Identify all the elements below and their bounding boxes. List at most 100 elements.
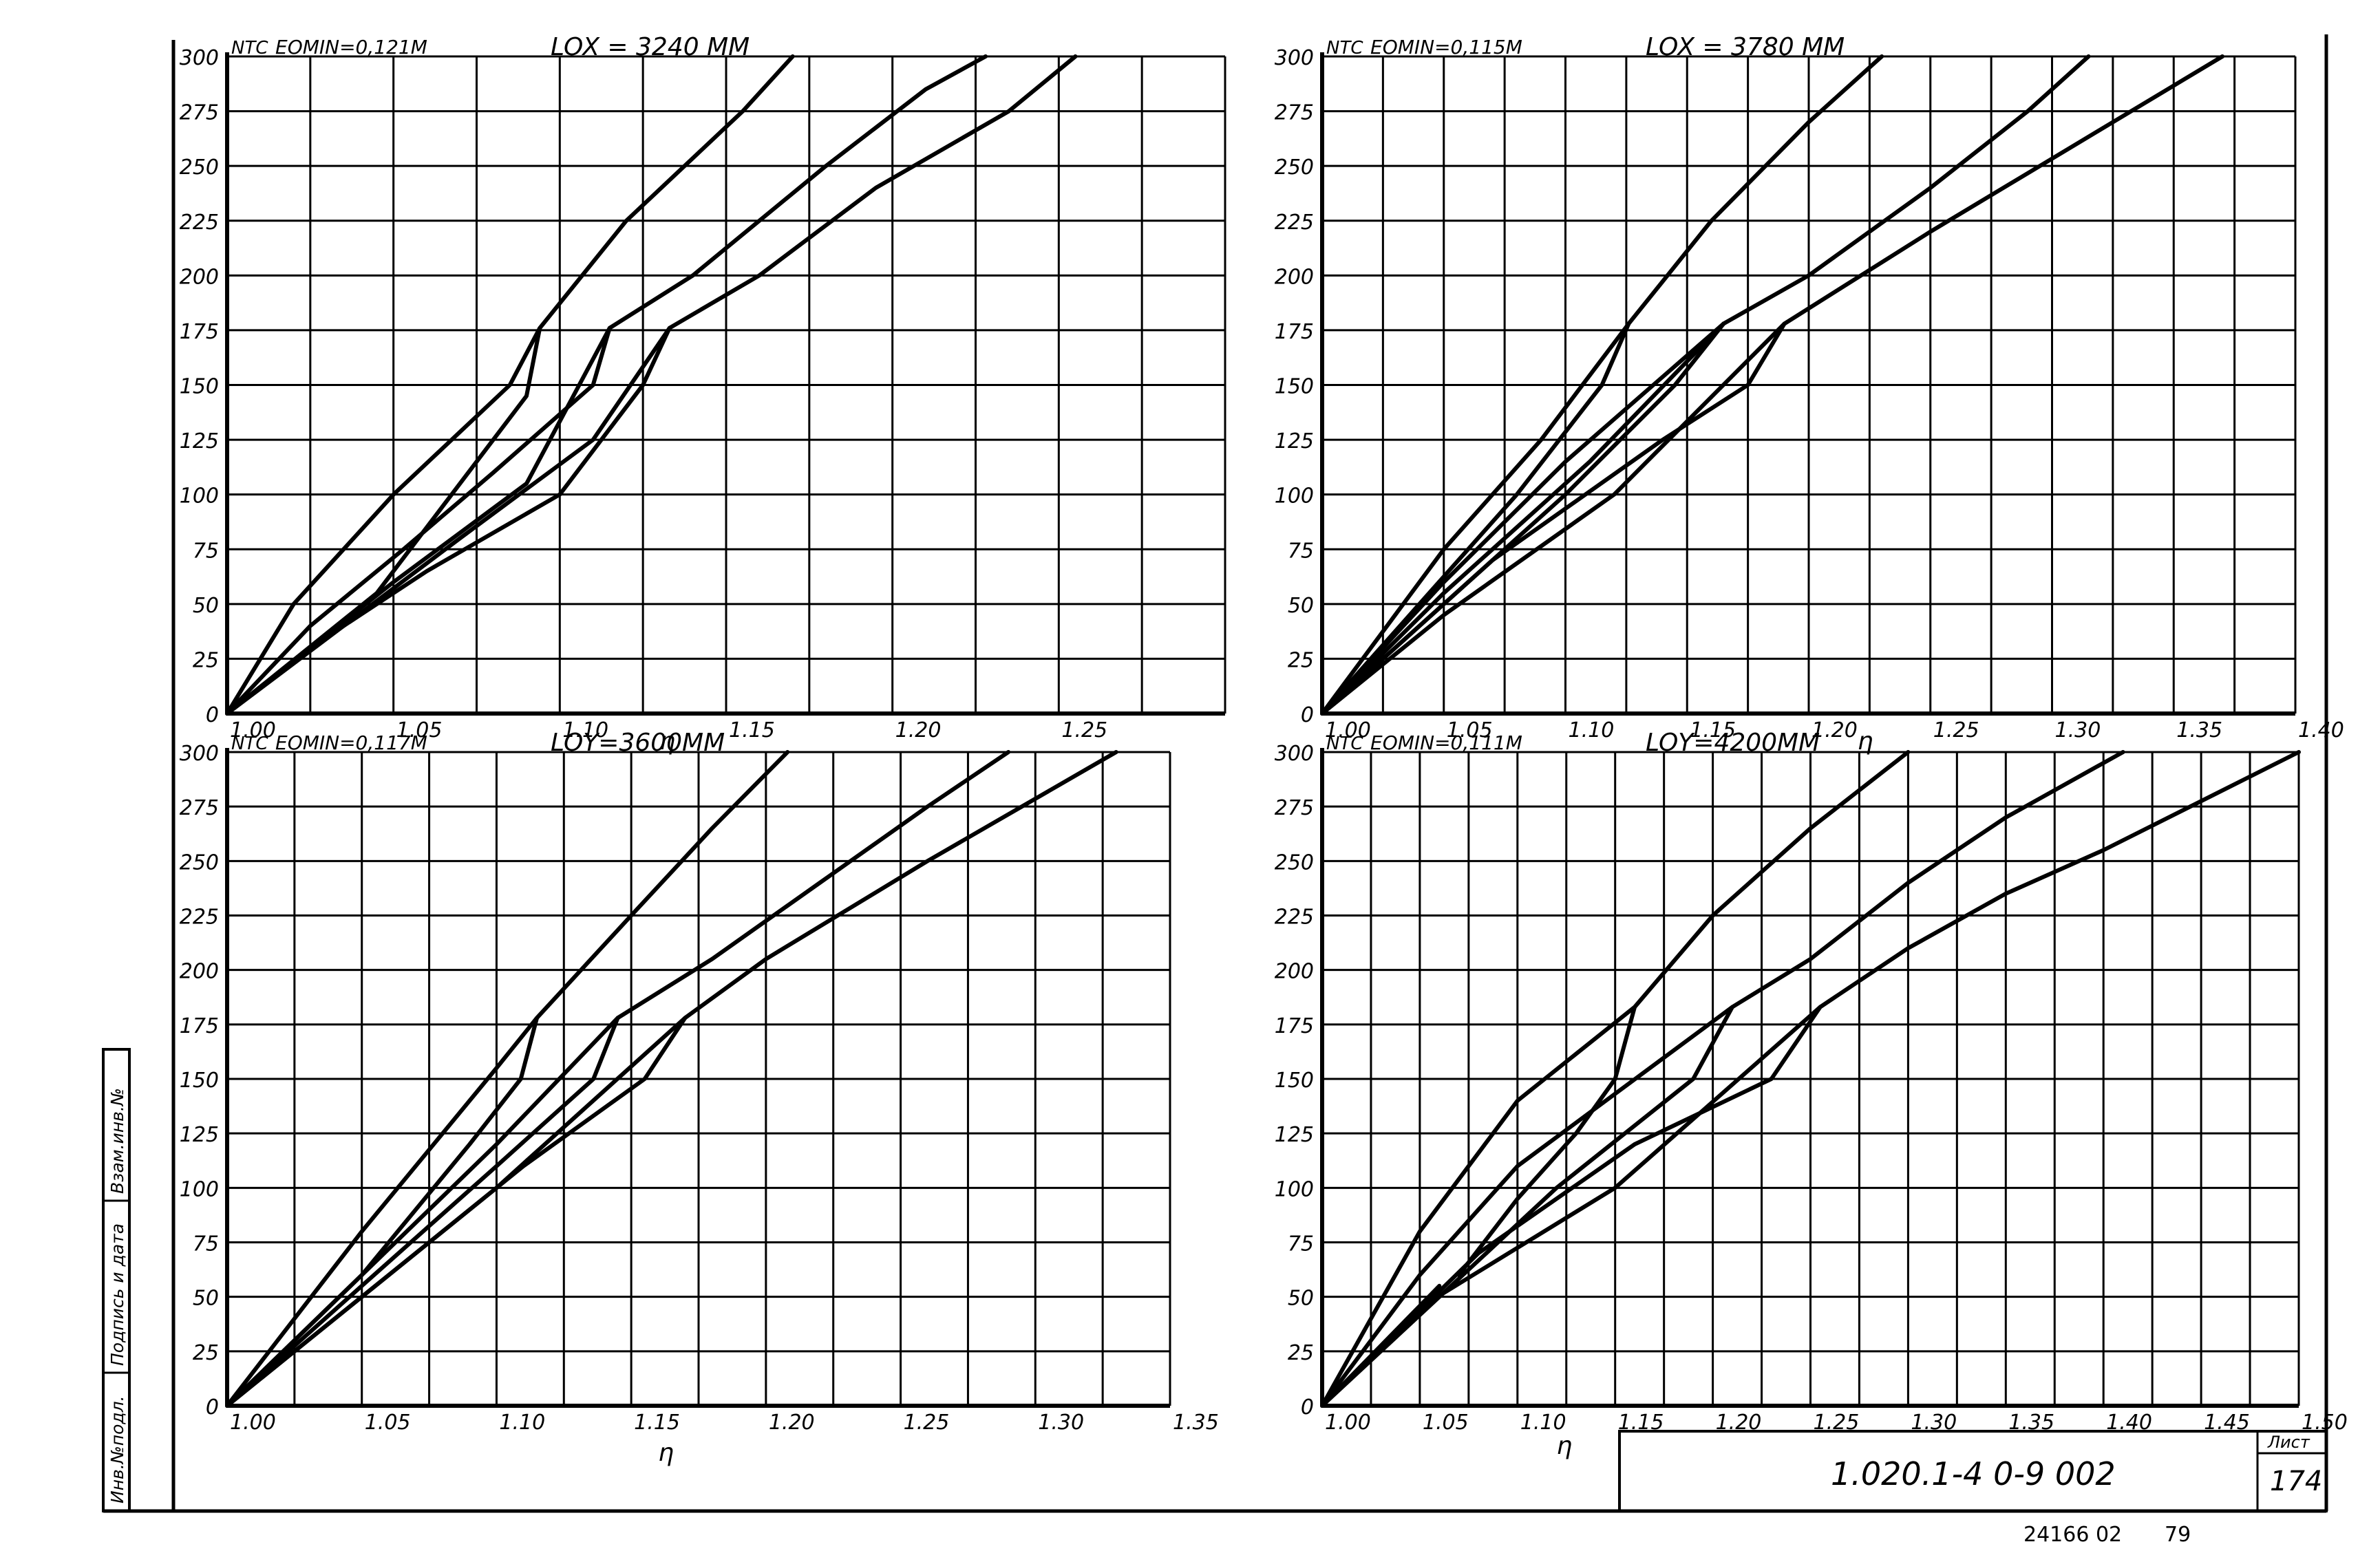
x-tick-label: 1.00 (230, 718, 276, 742)
y-tick-label: 75 (193, 539, 219, 563)
chart-loy3600: 0 25 50 75 100 125 150 175 200 225 250 275 300 1.00 1.… (180, 729, 1219, 1467)
chart-subtitle: EOMIN=0,121М (275, 36, 427, 58)
y-tick-label: 200 (1275, 265, 1314, 289)
title-block: 1.020.1-4 0-9 002 Лист 174 24166 02 79 (1618, 1430, 2328, 1547)
y-tick-label: 50 (193, 1287, 219, 1311)
y-tick-label: 100 (1275, 1177, 1314, 1201)
y-tick-label: 25 (193, 648, 219, 672)
x-tick-label: 1.20 (769, 1411, 815, 1435)
document-designation: 1.020.1-4 0-9 002 (1831, 1455, 2116, 1492)
y-tick-label: 75 (193, 1232, 219, 1256)
page-number: 79 (2165, 1523, 2191, 1547)
y-tick-label: 300 (180, 46, 219, 70)
y-tick-label: 250 (180, 156, 219, 180)
x-tick-label: 1.30 (2055, 718, 2101, 742)
stamp-inventory-no: Инв.№подл. (107, 1395, 127, 1503)
y-tick-label: 275 (1275, 796, 1314, 820)
y-tick-label: 125 (1275, 429, 1314, 453)
x-tick-label: 1.20 (1716, 1411, 1762, 1435)
x-tick-label: 1.40 (2298, 718, 2344, 742)
series-line-6 (225, 325, 672, 716)
series-line-1 (225, 54, 795, 716)
x-tick-label: 1.10 (562, 718, 608, 742)
y-tick-label: 250 (1275, 156, 1314, 180)
x-tick-label: 1.25 (1814, 1411, 1860, 1435)
y-tick-label: 300 (180, 742, 219, 766)
chart-subtitle: EOMIN=0,111М (1370, 731, 1522, 754)
y-tick-label: 275 (1275, 101, 1314, 125)
x-tick-label: 1.00 (1325, 718, 1371, 742)
y-tick-label: 25 (1288, 1341, 1314, 1365)
x-tick-label: 1.15 (1618, 1411, 1664, 1435)
series-line-6 (1320, 321, 1787, 716)
x-tick-label: 1.10 (1569, 718, 1615, 742)
x-tick-label: 1.05 (365, 1411, 411, 1435)
series-line-4 (225, 1016, 540, 1408)
chart-title: LOY=4200ММ (1646, 729, 1820, 757)
y-tick-label: 150 (180, 375, 219, 399)
y-tick-label: 100 (180, 1177, 219, 1201)
sheet-number: 174 (2270, 1466, 2322, 1497)
x-tick-label: 1.50 (2302, 1411, 2348, 1435)
x-tick-label: 1.05 (1423, 1411, 1469, 1435)
x-tick-label: 1.35 (2008, 1411, 2054, 1435)
y-tick-label: 0 (1301, 1395, 1314, 1420)
x-tick-label: 1.45 (2204, 1411, 2250, 1435)
chart-title: LOY=3600ММ (551, 729, 725, 757)
chart-title: LOX = 3780 ММ (1646, 33, 1845, 61)
y-tick-label: 125 (180, 1123, 219, 1147)
series-line-2 (1320, 750, 2125, 1408)
x-tick-label: 1.00 (1325, 1411, 1371, 1435)
y-tick-label: 150 (1275, 375, 1314, 399)
series-line-6 (225, 1016, 688, 1408)
x-axis-label: η (1557, 1432, 1573, 1460)
y-tick-label: 150 (180, 1069, 219, 1093)
series-line-7 (1320, 1005, 1823, 1408)
y-tick-label: 175 (180, 1014, 219, 1038)
chart-loy4200: 0 25 50 75 100 125 150 175 200 225 250 275 300 1.00 1.… (1275, 729, 2348, 1460)
x-tick-label: 1.15 (634, 1411, 680, 1435)
y-tick-label: 50 (1288, 1287, 1314, 1311)
stamp-signature-date: Подпись и дата (107, 1223, 127, 1366)
side-stamp: Инв.№подл. Подпись и дата Взам.инв.№ (102, 1048, 131, 1512)
chart-lox3240: 0 25 50 75 100 125 150 175 200 225 250 275 300 1.00 1.… (180, 33, 1226, 756)
y-tick-label: 0 (206, 1395, 219, 1420)
series-line-2 (1320, 54, 2091, 716)
y-tick-label: 125 (1275, 1123, 1314, 1147)
x-tick-label: 1.15 (1690, 718, 1736, 742)
y-tick-label: 275 (180, 101, 219, 125)
y-tick-label: 0 (206, 703, 219, 727)
y-tick-label: 300 (1275, 46, 1314, 70)
y-tick-label: 175 (1275, 320, 1314, 344)
chart-subtitle: EOMIN=0,115М (1370, 36, 1522, 58)
x-tick-label: 1.35 (1173, 1411, 1219, 1435)
chart-subtitle: EOMIN=0,117М (275, 731, 427, 754)
x-tick-label: 1.35 (2176, 718, 2222, 742)
chart-title: LOX = 3240 ММ (551, 33, 750, 61)
y-tick-label: 200 (180, 960, 219, 984)
x-tick-label: 1.20 (1811, 718, 1858, 742)
series-line-5 (1456, 1005, 1637, 1277)
x-tick-label: 1.05 (396, 718, 443, 742)
series-line-4 (1320, 321, 1631, 716)
series-line-7 (1320, 321, 1726, 716)
x-axis-label: η (659, 727, 675, 756)
y-tick-label: 125 (180, 429, 219, 453)
y-tick-label: 175 (180, 320, 219, 344)
y-tick-label: 225 (1275, 906, 1314, 930)
y-axis-label: NТС (231, 733, 268, 754)
x-tick-label: 1.00 (230, 1411, 276, 1435)
y-tick-label: 50 (1288, 594, 1314, 618)
x-tick-label: 1.30 (1038, 1411, 1084, 1435)
x-axis-label: η (1858, 727, 1873, 756)
y-tick-label: 250 (1275, 850, 1314, 875)
series-line-2 (225, 750, 1011, 1408)
series-line-3 (225, 54, 1078, 716)
y-tick-label: 100 (180, 484, 219, 508)
y-tick-label: 225 (180, 906, 219, 930)
x-tick-label: 1.20 (895, 718, 942, 742)
x-tick-label: 1.25 (904, 1411, 950, 1435)
y-tick-label: 250 (180, 850, 219, 875)
